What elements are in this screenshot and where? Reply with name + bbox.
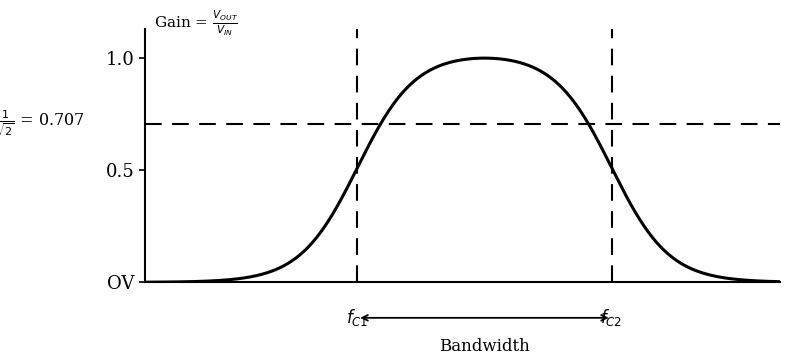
Text: Bandwidth: Bandwidth [438,338,529,355]
Text: $\frac{1}{\sqrt{2}}$ = 0.707: $\frac{1}{\sqrt{2}}$ = 0.707 [0,109,84,138]
Text: $f_{C1}$: $f_{C1}$ [346,307,369,328]
Text: Gain = $\frac{V_{OUT}}{V_{IN}}$: Gain = $\frac{V_{OUT}}{V_{IN}}$ [154,9,238,38]
Text: $f_{C2}$: $f_{C2}$ [600,307,622,328]
